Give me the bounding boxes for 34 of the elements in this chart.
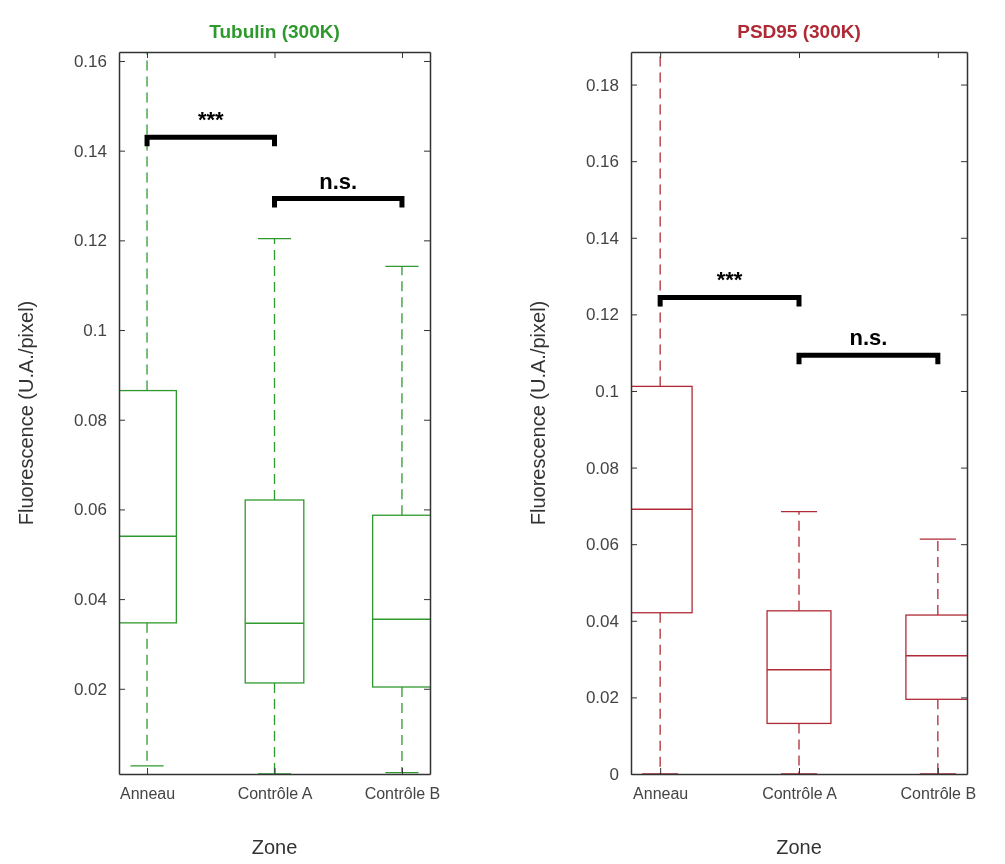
y-tick-label: 0.1 — [595, 381, 619, 401]
y-tick-label: 0.04 — [73, 590, 107, 610]
y-tick-label: 0.08 — [73, 410, 107, 430]
y-tick-label: 0 — [609, 764, 619, 784]
x-tick-label: Anneau — [633, 785, 689, 803]
annotation: n.s. — [849, 325, 888, 351]
y-tick-label: 0.02 — [585, 688, 619, 708]
y-tick-label: 0.08 — [585, 458, 619, 478]
y-tick-label: 0.14 — [73, 141, 107, 161]
annotation: *** — [716, 267, 743, 293]
annotation: n.s. — [319, 168, 358, 194]
y-tick-label: 0.16 — [73, 51, 107, 71]
y-tick-label: 0.16 — [585, 152, 619, 172]
y-axis-title: Fluorescence (U.A./pixel) — [527, 300, 549, 526]
y-axis-title: Fluorescence (U.A./pixel) — [15, 300, 37, 526]
y-tick-label: 0.06 — [585, 535, 619, 555]
y-tick-label: 0.12 — [585, 305, 619, 325]
y-tick-label: 0.12 — [73, 231, 107, 251]
x-tick-label: Contrôle A — [762, 785, 838, 803]
x-tick-label: Contrôle B — [364, 785, 441, 803]
chart-title: PSD95 (300K) — [737, 21, 861, 42]
y-tick-label: 0.04 — [585, 611, 619, 631]
y-tick-label: 0.18 — [585, 75, 619, 95]
x-tick-label: Anneau — [119, 785, 176, 803]
y-tick-label: 0.1 — [83, 320, 107, 340]
chart-title: Tubulin (300K) — [209, 21, 340, 42]
x-tick-label: Contrôle A — [237, 785, 313, 803]
x-axis-title: Zone — [251, 836, 298, 858]
y-tick-label: 0.06 — [73, 500, 107, 520]
x-tick-label: Contrôle B — [900, 785, 977, 803]
y-tick-label: 0.02 — [73, 679, 107, 699]
y-tick-label: 0.14 — [585, 228, 619, 248]
annotation: *** — [197, 107, 225, 133]
x-axis-title: Zone — [776, 836, 822, 858]
